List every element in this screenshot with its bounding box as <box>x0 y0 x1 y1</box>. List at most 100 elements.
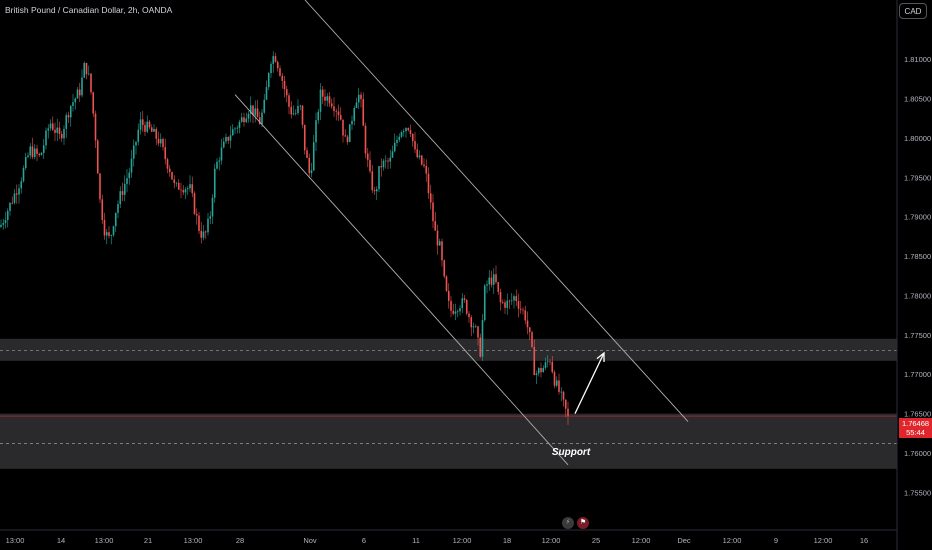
candle-body <box>171 171 173 180</box>
candle-body <box>445 276 448 291</box>
candle-body <box>360 94 362 100</box>
candle-body <box>146 121 149 132</box>
currency-badge[interactable]: CAD <box>899 3 927 19</box>
x-tick-label: 14 <box>57 536 65 545</box>
candle-body <box>184 189 187 193</box>
candle-body <box>63 128 65 139</box>
arrow-shaft[interactable] <box>574 352 605 414</box>
candle-body <box>85 62 88 75</box>
candle-body <box>191 184 194 194</box>
candle-body <box>378 166 380 190</box>
channel-upper-line[interactable] <box>304 0 689 422</box>
candle-body <box>189 184 191 189</box>
candle-body <box>157 138 160 144</box>
x-tick-label: 9 <box>774 536 778 545</box>
candle-body <box>553 372 556 386</box>
candle-body <box>351 120 353 125</box>
flag-icon[interactable]: ⚑ <box>577 517 589 529</box>
channel-lower-line[interactable] <box>234 94 569 466</box>
candle-body <box>393 142 396 152</box>
candle-body <box>207 218 209 233</box>
candle-body <box>227 136 230 141</box>
candle-body <box>346 136 349 142</box>
candle-body <box>326 96 329 101</box>
candle-body <box>531 332 533 347</box>
y-tick-label: 1.79500 <box>904 173 931 182</box>
candle-body <box>317 111 320 121</box>
candle-body <box>384 160 387 162</box>
candle-body <box>247 113 250 119</box>
candle-body <box>414 141 416 150</box>
candle-body <box>546 361 549 363</box>
candle-body <box>198 215 200 231</box>
candle-body <box>24 156 27 169</box>
candle-body <box>81 77 83 96</box>
candle-body <box>477 326 479 338</box>
candle-body <box>519 308 522 310</box>
candle-body <box>258 117 261 125</box>
x-tick-label: 12:00 <box>542 536 561 545</box>
candle-body <box>33 148 36 157</box>
y-tick-label: 1.77500 <box>904 331 931 340</box>
candle-body <box>281 75 284 81</box>
candle-body <box>31 146 34 157</box>
candle-body <box>387 160 389 162</box>
candle-body <box>270 63 272 74</box>
x-tick-label: 13:00 <box>184 536 203 545</box>
candle-body <box>468 313 470 318</box>
chart-title: British Pound / Canadian Dollar, 2h, OAN… <box>5 5 173 15</box>
candle-body <box>103 220 106 236</box>
candle-body <box>308 157 311 174</box>
candle-body <box>90 73 92 93</box>
candle-body <box>74 98 77 103</box>
candle-body <box>488 277 491 285</box>
candle-body <box>9 202 11 211</box>
candle-body <box>15 193 18 195</box>
candle-body <box>533 346 536 376</box>
candle-body <box>288 95 290 107</box>
candle-body <box>58 127 61 134</box>
candle-body <box>220 147 223 161</box>
x-tick-label: 13:00 <box>95 536 114 545</box>
candle-body <box>540 368 542 373</box>
candle-body <box>60 133 63 139</box>
candle-body <box>234 128 236 130</box>
flash-icon[interactable]: ⚡ <box>562 517 574 529</box>
candle-body <box>209 216 212 219</box>
candle-body <box>443 260 446 277</box>
candle-body <box>261 112 263 125</box>
y-tick-label: 1.78500 <box>904 252 931 261</box>
candle-body <box>389 157 392 162</box>
candle-body <box>526 320 529 328</box>
candle-body <box>135 141 137 146</box>
candle-body <box>229 135 232 141</box>
y-tick-label: 1.75500 <box>904 488 931 497</box>
candle-body <box>357 94 360 103</box>
candle-body <box>362 99 365 126</box>
candle-body <box>508 300 511 302</box>
y-tick-label: 1.76000 <box>904 449 931 458</box>
zone-1 <box>0 413 897 469</box>
candle-body <box>110 235 113 236</box>
candle-body <box>396 139 398 143</box>
candle-body <box>535 373 538 376</box>
candle-body <box>416 149 419 158</box>
candle-body <box>117 204 119 213</box>
candle-body <box>166 159 169 169</box>
candle-body <box>560 391 563 393</box>
candle-body <box>126 178 128 184</box>
candle-body <box>544 362 547 368</box>
candle-body <box>333 106 335 112</box>
candle-body <box>481 320 484 357</box>
candle-body <box>290 106 293 115</box>
candle-body <box>195 213 198 216</box>
channel-layer <box>234 0 689 466</box>
candle-body <box>463 298 466 301</box>
candle-body <box>148 121 151 128</box>
candle-body <box>371 171 374 191</box>
candle-body <box>76 89 79 99</box>
candle-body <box>562 391 565 400</box>
candle-body <box>321 89 324 97</box>
candle-body <box>342 119 344 136</box>
